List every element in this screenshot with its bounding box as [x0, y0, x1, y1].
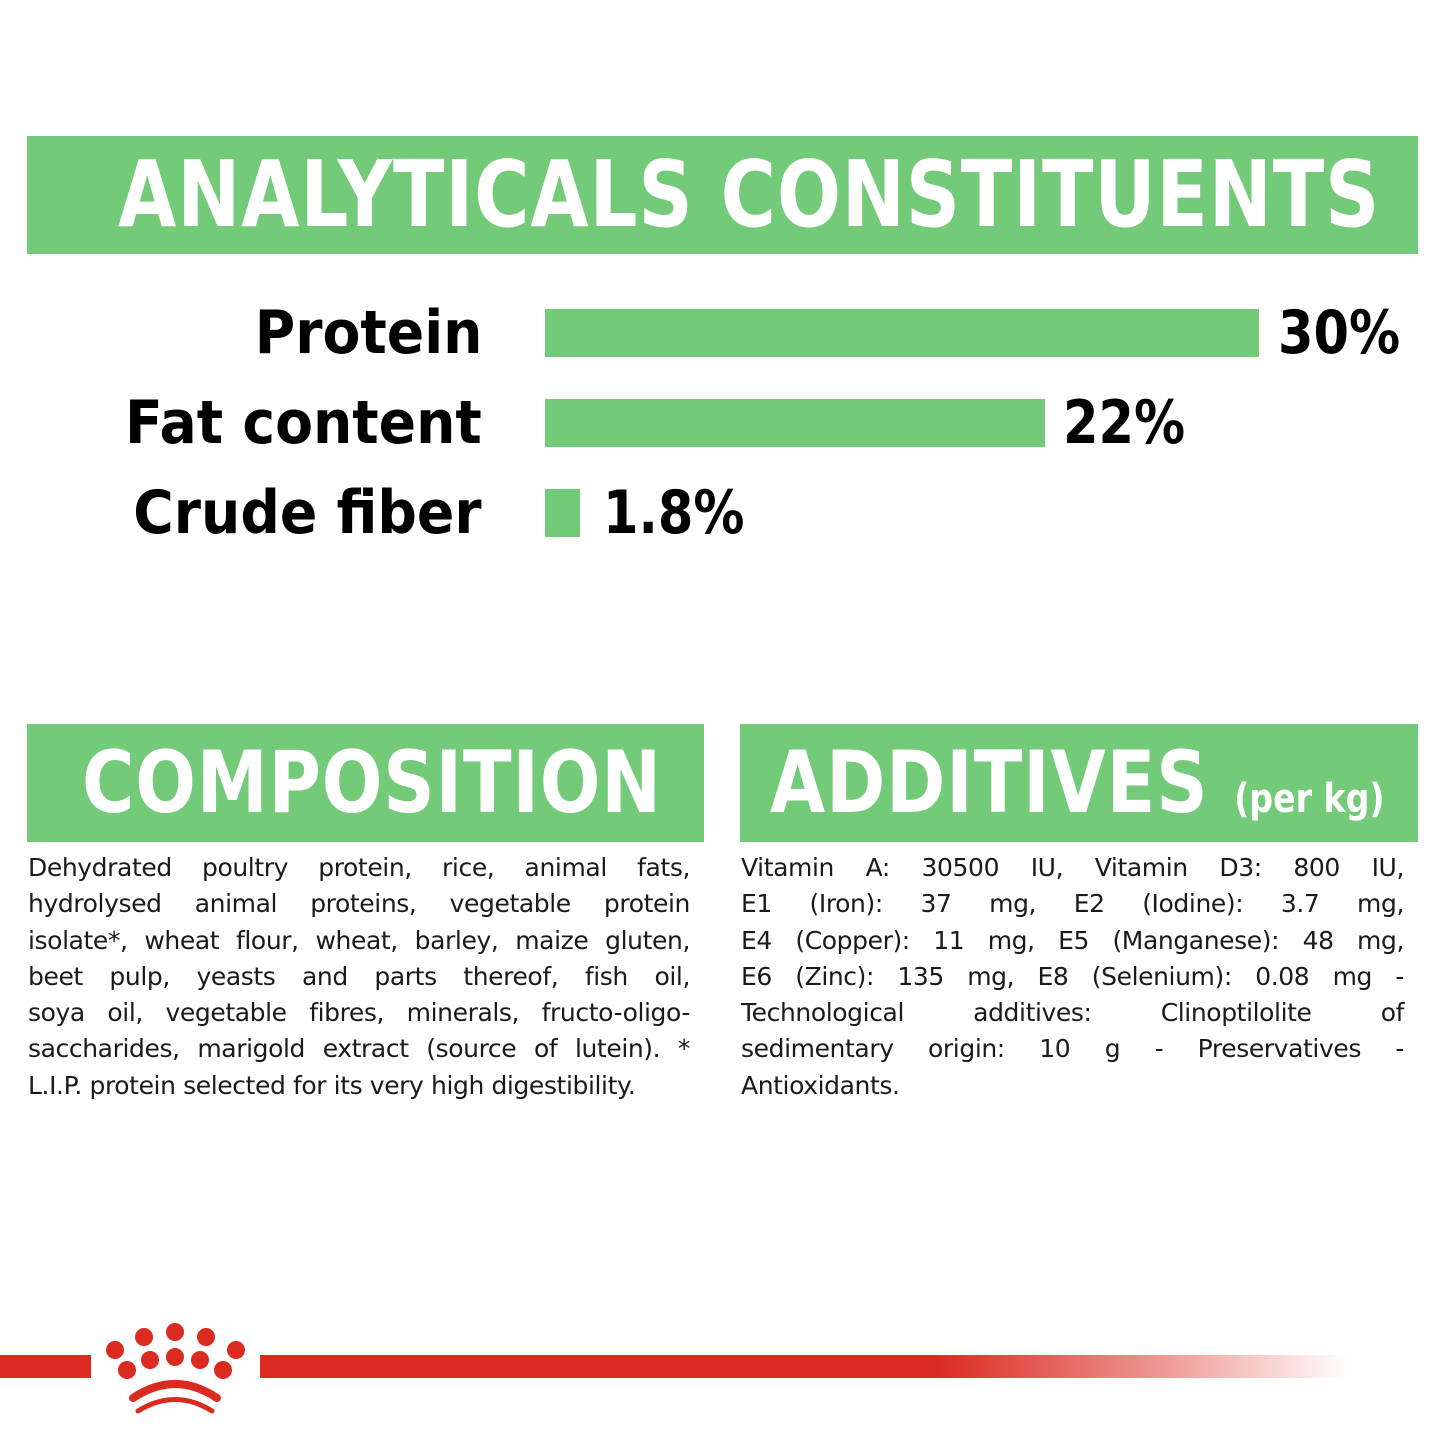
analytics-header-bar — [27, 136, 1418, 254]
additives-line: E4 (Copper): 11 mg, E5 (Manganese): 48 m… — [741, 925, 1404, 955]
composition-line: L.I.P. protein selected for its very hig… — [28, 1070, 636, 1100]
additives-line: Vitamin A: 30500 IU, Vitamin D3: 800 IU, — [741, 853, 1404, 882]
additives-line: Antioxidants. — [741, 1070, 900, 1100]
additives-text: Vitamin A: 30500 IU, Vitamin D3: 800 IU,… — [741, 850, 1404, 1104]
fat-content-bar — [545, 399, 1045, 447]
additives-line: E6 (Zinc): 135 mg, E8 (Selenium): 0.08 m… — [741, 961, 1404, 991]
composition-header-bar — [27, 724, 704, 842]
footer-brand-line-left — [0, 1355, 91, 1378]
composition-line: beet pulp, yeasts and parts thereof, fis… — [28, 961, 690, 991]
additives-line: sedimentary origin: 10 g - Preservatives… — [741, 1034, 1404, 1064]
additives-title-text: ADDITIVES — [770, 733, 1209, 833]
protein-value: 30% — [1278, 298, 1401, 368]
crown-logo-icon — [106, 1323, 245, 1414]
composition-line: soya oil, vegetable fibres, minerals, fr… — [28, 998, 690, 1028]
composition-text: Dehydrated poultry protein, rice, animal… — [28, 850, 690, 1104]
additives-line: E1 (Iron): 37 mg, E2 (Iodine): 3.7 mg, — [741, 889, 1404, 919]
protein-bar — [545, 309, 1259, 357]
fat-content-label: Fat content — [125, 388, 482, 458]
crude-fiber-value: 1.8% — [603, 478, 745, 548]
protein-label: Protein — [254, 298, 482, 368]
composition-line: isolate*, wheat flour, wheat, barley, ma… — [28, 925, 690, 955]
additives-title: ADDITIVES (per kg) — [770, 726, 1385, 856]
composition-line: hydrolysed animal proteins, vegetable pr… — [28, 889, 690, 919]
crude-fiber-label: Crude fiber — [133, 478, 482, 548]
analytics-title: ANALYTICALS CONSTITUENTS — [118, 141, 1381, 248]
additives-line: Technological additives: Clinoptilolite … — [741, 998, 1404, 1028]
composition-line: saccharides, marigold extract (source of… — [28, 1034, 690, 1064]
fat-content-value: 22% — [1063, 388, 1186, 458]
composition-title: COMPOSITION — [82, 733, 662, 833]
crude-fiber-bar — [545, 489, 580, 537]
composition-line: Dehydrated poultry protein, rice, animal… — [28, 853, 690, 882]
footer-brand-line-right — [260, 1355, 1350, 1378]
additives-subtitle: (per kg) — [1234, 776, 1385, 822]
additives-header-bar — [740, 724, 1418, 842]
